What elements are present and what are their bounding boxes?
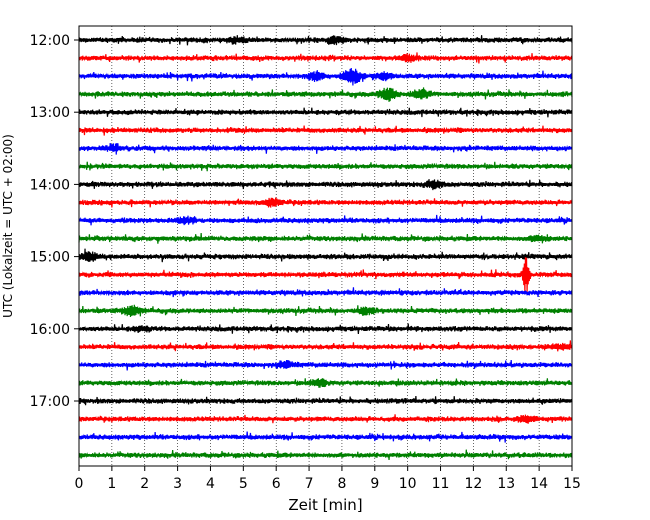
trace-row-1400 — [78, 179, 573, 191]
trace-row-1345 — [78, 161, 573, 172]
x-tick-label: 15 — [563, 476, 581, 492]
x-tick-label: 3 — [173, 476, 182, 492]
traces — [78, 35, 573, 460]
y-tick-label: 17:00 — [30, 394, 70, 410]
y-tick-label: 14:00 — [30, 177, 70, 193]
y-tick-label: 12:00 — [30, 33, 70, 49]
y-tick-label: 16:00 — [30, 322, 70, 338]
y-tick-label: 13:00 — [30, 105, 70, 121]
x-tick-label: 5 — [239, 476, 248, 492]
trace-row-1330 — [78, 143, 573, 155]
trace-row-1615 — [78, 340, 573, 352]
x-tick-label: 13 — [497, 476, 515, 492]
trace-row-1645 — [78, 378, 573, 388]
trace-row-1230 — [78, 67, 573, 86]
plot-area — [79, 26, 572, 466]
x-tick-label: 11 — [432, 476, 450, 492]
grid — [111, 26, 540, 466]
x-tick-label: 0 — [75, 476, 84, 492]
trace-row-1545 — [78, 304, 573, 317]
trace-row-1200 — [78, 35, 573, 46]
trace-row-1245 — [78, 87, 573, 102]
trace-row-1515 — [78, 257, 573, 294]
x-tick-label: 7 — [305, 476, 314, 492]
trace-row-1445 — [78, 233, 573, 244]
x-tick-label: 14 — [530, 476, 548, 492]
trace-row-1600 — [78, 323, 573, 334]
x-tick-label: 2 — [140, 476, 149, 492]
x-tick-label: 9 — [370, 476, 379, 492]
trace-row-1415 — [78, 197, 573, 208]
x-tick-label: 8 — [337, 476, 346, 492]
y-tick-label: 15:00 — [30, 250, 70, 266]
x-tick-label: 4 — [206, 476, 215, 492]
trace-row-1730 — [78, 431, 573, 443]
trace-row-1300 — [78, 107, 573, 118]
x-tick-label: 12 — [464, 476, 482, 492]
trace-row-1630 — [78, 359, 573, 371]
trace-row-1315 — [78, 125, 573, 136]
trace-row-1215 — [78, 52, 573, 64]
x-axis-label: Zeit [min] — [288, 496, 362, 514]
x-tick-label: 10 — [399, 476, 417, 492]
trace-row-1530 — [78, 287, 573, 298]
trace-row-1500 — [78, 248, 573, 263]
trace-row-1745 — [78, 449, 573, 460]
trace-row-1700 — [78, 395, 573, 406]
axes-frame — [78, 25, 573, 467]
x-tick-label: 1 — [107, 476, 116, 492]
y-axis-label: UTC (Lokalzeit = UTC + 02:00) — [1, 134, 15, 318]
x-tick-label: 6 — [272, 476, 281, 492]
trace-row-1430 — [78, 214, 573, 226]
trace-row-1715 — [78, 414, 573, 424]
